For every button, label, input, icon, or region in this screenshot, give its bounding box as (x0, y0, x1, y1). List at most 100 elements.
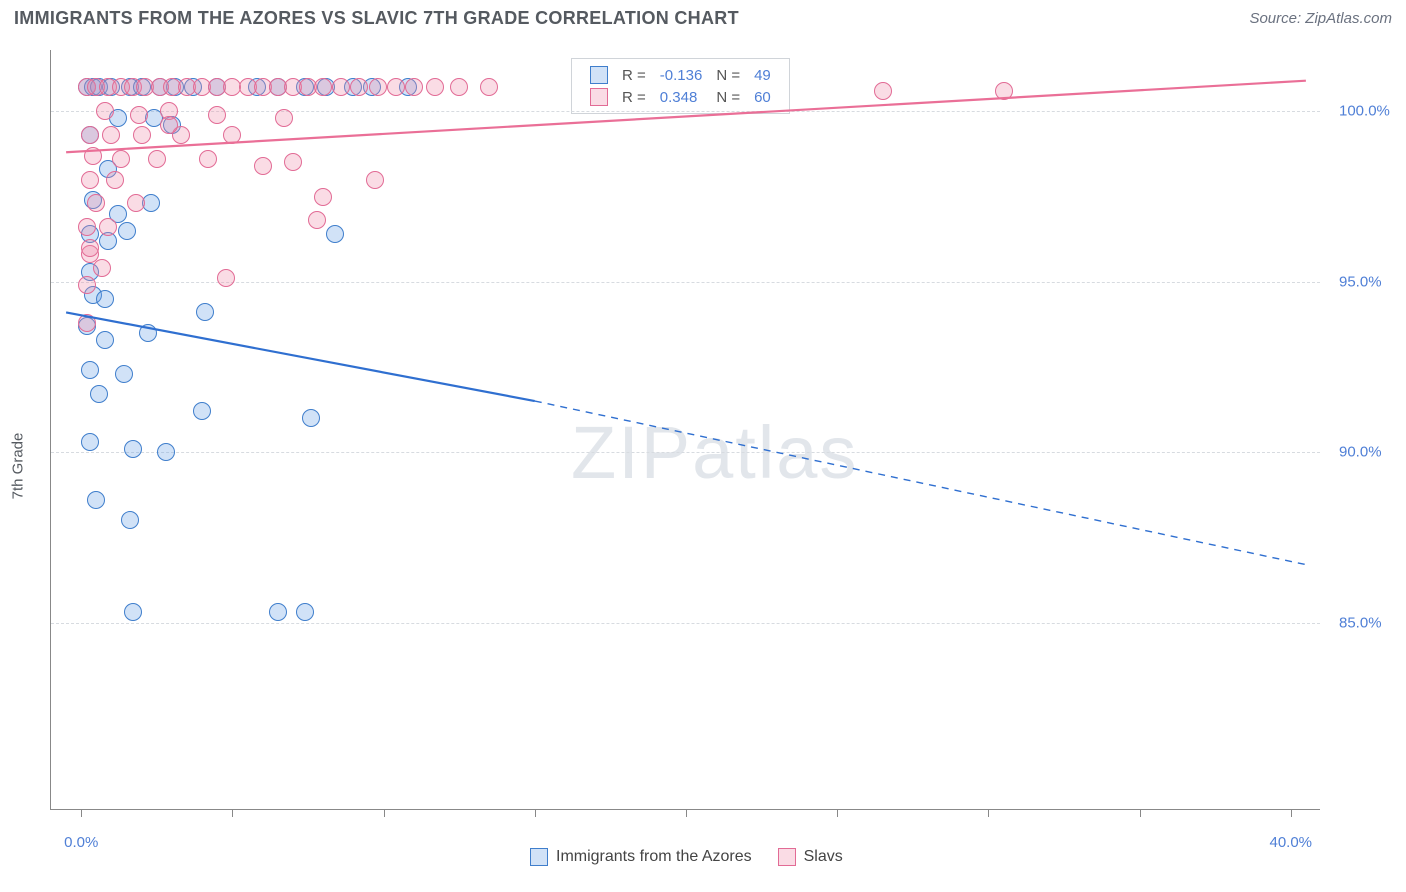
data-point-slavs (160, 116, 178, 134)
x-tick (232, 809, 233, 817)
legend-row: R =0.348N =60 (584, 87, 777, 107)
data-point-slavs (78, 314, 96, 332)
legend-r-label: R = (616, 87, 652, 107)
data-point-slavs (106, 171, 124, 189)
legend-r-label: R = (616, 65, 652, 85)
data-point-slavs (426, 78, 444, 96)
data-point-azores (196, 303, 214, 321)
y-tick-label: 85.0% (1339, 614, 1382, 631)
data-point-slavs (87, 194, 105, 212)
x-tick (686, 809, 687, 817)
data-point-azores (124, 603, 142, 621)
data-point-slavs (78, 276, 96, 294)
x-tick (384, 809, 385, 817)
legend-item: Slavs (778, 848, 843, 866)
data-point-slavs (480, 78, 498, 96)
data-point-slavs (127, 194, 145, 212)
legend-n-label: N = (710, 65, 746, 85)
data-point-slavs (208, 106, 226, 124)
legend-label: Slavs (804, 848, 843, 866)
data-point-slavs (314, 78, 332, 96)
x-tick-label: 0.0% (64, 834, 98, 851)
data-point-slavs (133, 126, 151, 144)
correlation-legend: R =-0.136N =49R =0.348N =60 (571, 58, 790, 114)
data-point-azores (302, 409, 320, 427)
legend-n-label: N = (710, 87, 746, 107)
data-point-azores (81, 361, 99, 379)
data-point-slavs (93, 259, 111, 277)
data-point-slavs (369, 78, 387, 96)
x-tick (1140, 809, 1141, 817)
plot-region: ZIPatlas R =-0.136N =49R =0.348N =60 85.… (50, 50, 1320, 810)
data-point-azores (157, 443, 175, 461)
chart-header: IMMIGRANTS FROM THE AZORES VS SLAVIC 7TH… (0, 0, 1406, 35)
gridline-h (51, 282, 1320, 283)
x-tick (1291, 809, 1292, 817)
data-point-slavs (332, 78, 350, 96)
data-point-slavs (366, 171, 384, 189)
data-point-azores (118, 222, 136, 240)
data-point-slavs (81, 239, 99, 257)
data-point-azores (96, 290, 114, 308)
data-point-slavs (81, 126, 99, 144)
legend-row: R =-0.136N =49 (584, 65, 777, 85)
legend-n-value: 60 (748, 87, 777, 107)
y-tick-label: 100.0% (1339, 103, 1390, 120)
trendlines (51, 50, 1321, 810)
data-point-azores (269, 603, 287, 621)
data-point-slavs (308, 211, 326, 229)
data-point-slavs (78, 218, 96, 236)
y-axis-label: 7th Grade (10, 433, 27, 500)
data-point-slavs (405, 78, 423, 96)
data-point-slavs (99, 218, 117, 236)
data-point-slavs (387, 78, 405, 96)
data-point-slavs (84, 147, 102, 165)
data-point-slavs (223, 126, 241, 144)
data-point-slavs (874, 82, 892, 100)
chart-area: 7th Grade ZIPatlas R =-0.136N =49R =0.34… (0, 40, 1406, 892)
data-point-slavs (102, 126, 120, 144)
legend-swatch (590, 66, 608, 84)
data-point-slavs (995, 82, 1013, 100)
data-point-slavs (450, 78, 468, 96)
data-point-slavs (130, 106, 148, 124)
data-point-slavs (112, 150, 130, 168)
data-point-azores (121, 511, 139, 529)
data-point-azores (115, 365, 133, 383)
x-tick (81, 809, 82, 817)
data-point-slavs (275, 109, 293, 127)
x-tick (988, 809, 989, 817)
data-point-azores (81, 433, 99, 451)
y-tick-label: 95.0% (1339, 273, 1382, 290)
data-point-slavs (148, 150, 166, 168)
data-point-azores (87, 491, 105, 509)
y-tick-label: 90.0% (1339, 444, 1382, 461)
x-tick (535, 809, 536, 817)
data-point-azores (96, 331, 114, 349)
chart-source: Source: ZipAtlas.com (1249, 10, 1392, 27)
data-point-slavs (314, 188, 332, 206)
data-point-slavs (350, 78, 368, 96)
data-point-slavs (96, 102, 114, 120)
legend-swatch (778, 848, 796, 866)
data-point-azores (124, 440, 142, 458)
legend-r-value: -0.136 (654, 65, 709, 85)
legend-r-value: 0.348 (654, 87, 709, 107)
legend-item: Immigrants from the Azores (530, 848, 752, 866)
series-legend: Immigrants from the Azores Slavs (530, 848, 843, 866)
data-point-slavs (217, 269, 235, 287)
data-point-azores (193, 402, 211, 420)
data-point-slavs (81, 171, 99, 189)
data-point-azores (139, 324, 157, 342)
gridline-h (51, 623, 1320, 624)
data-point-azores (90, 385, 108, 403)
legend-label: Immigrants from the Azores (556, 848, 752, 866)
x-tick (837, 809, 838, 817)
data-point-azores (296, 603, 314, 621)
legend-n-value: 49 (748, 65, 777, 85)
legend-swatch (530, 848, 548, 866)
legend-swatch (590, 88, 608, 106)
data-point-slavs (199, 150, 217, 168)
data-point-azores (326, 225, 344, 243)
x-tick-label: 40.0% (1269, 834, 1312, 851)
